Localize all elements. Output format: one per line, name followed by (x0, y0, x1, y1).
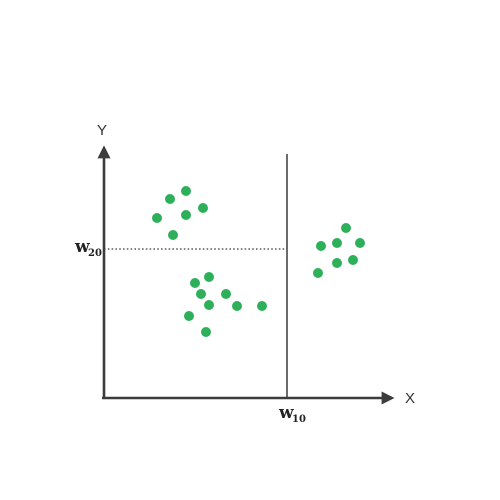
data-point (184, 311, 194, 321)
w20-label: w 20 (74, 237, 102, 259)
data-point (204, 272, 214, 282)
data-point (181, 186, 191, 196)
w10-label: w 10 (278, 403, 306, 425)
data-point (332, 258, 342, 268)
data-point (348, 255, 358, 265)
data-point (313, 268, 323, 278)
data-point (152, 213, 162, 223)
w20-label-main: w (74, 237, 90, 257)
data-point (201, 327, 211, 337)
data-point (198, 203, 208, 213)
data-point (196, 289, 206, 299)
data-point (165, 194, 175, 204)
data-point (181, 210, 191, 220)
x-axis-label: X (405, 390, 415, 407)
y-axis-label: Y (97, 122, 107, 139)
data-point (204, 300, 214, 310)
data-point (355, 238, 365, 248)
data-point (257, 301, 267, 311)
data-point (232, 301, 242, 311)
w20-label-subscript: 20 (88, 248, 102, 259)
w10-label-subscript: 10 (292, 414, 306, 425)
data-point (221, 289, 231, 299)
data-point (168, 230, 178, 240)
w10-label-main: w (278, 403, 294, 423)
data-point (316, 241, 326, 251)
data-point (190, 278, 200, 288)
data-point (341, 223, 351, 233)
data-point (332, 238, 342, 248)
data-points (152, 186, 365, 337)
